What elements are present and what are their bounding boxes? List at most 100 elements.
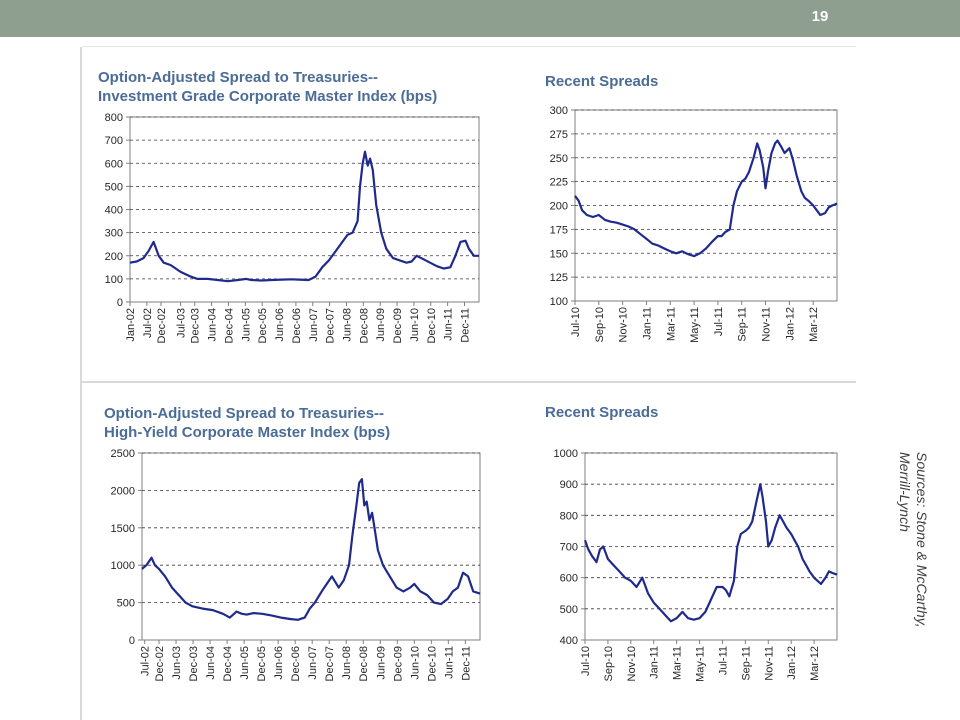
y-tick-label: 175 [550, 224, 568, 236]
x-tick-label: Jun-07 [308, 308, 320, 342]
hy-title-line: Option-Adjusted Spread to Treasuries-- [104, 405, 385, 422]
x-tick-label: Dec-05 [256, 646, 268, 681]
x-tick-label: Dec-06 [290, 646, 302, 681]
x-tick-label: Dec-09 [392, 308, 404, 343]
x-tick-label: Jun-08 [341, 646, 353, 680]
x-tick-label: May-11 [695, 646, 707, 682]
plot-area [141, 452, 481, 641]
title-bar [0, 0, 960, 37]
x-tick-label: Jun-09 [375, 308, 387, 342]
series-line [129, 150, 479, 283]
y-tick-label: 900 [560, 479, 578, 491]
x-tick-label: Jun-10 [409, 646, 421, 680]
x-tick-label: Jan-02 [125, 308, 137, 342]
y-tick-label: 150 [550, 248, 568, 260]
y-tick-label: 250 [550, 153, 568, 165]
x-tick-label: Jul-02 [140, 646, 152, 676]
y-tick-label: 700 [560, 542, 578, 554]
y-tick-label: 1500 [111, 523, 135, 535]
x-tick-label: Jun-10 [409, 308, 421, 342]
y-tick-label: 1000 [111, 560, 135, 572]
x-tick-label: Jun-06 [273, 646, 285, 680]
recent-ig-chart-title: Recent Spreads [545, 72, 658, 91]
y-tick-label: 500 [105, 181, 123, 193]
y-tick-label: 600 [105, 158, 123, 170]
x-tick-label: Dec-08 [358, 308, 370, 343]
x-tick-label: Dec-06 [291, 308, 303, 343]
x-tick-label: Jan-12 [786, 646, 798, 680]
x-tick-label: Jun-04 [205, 646, 217, 680]
ig-subtitle-line: Investment Grade Corporate Master Index … [98, 88, 438, 105]
ig-title-line: Option-Adjusted Spread to Treasuries-- [98, 69, 379, 86]
series-line [574, 139, 838, 258]
x-tick-label: Jun-11 [443, 646, 455, 679]
y-tick-label: 1000 [554, 448, 578, 460]
y-tick-label: 2500 [111, 448, 135, 460]
x-tick-label: Sep-11 [740, 646, 752, 681]
y-tick-label: 600 [560, 573, 578, 585]
x-tick-label: Jan-11 [649, 646, 661, 679]
x-tick-label: Dec-08 [358, 646, 370, 681]
x-tick-label: Jul-10 [570, 307, 582, 337]
x-tick-label: Jul-03 [176, 308, 188, 338]
x-tick-label: Dec-11 [460, 646, 472, 681]
x-tick-label: Dec-03 [190, 308, 202, 343]
x-tick-label: Dec-02 [156, 308, 168, 343]
y-tick-label: 500 [117, 598, 135, 610]
x-tick-label: Jul-11 [713, 307, 725, 336]
hy-subtitle-line: High-Yield Corporate Master Index (bps) [104, 424, 391, 441]
recent-hy-title-line: Recent Spreads [545, 404, 659, 421]
x-tick-label: Jul-10 [580, 646, 592, 676]
hy-chart-title: Option-Adjusted Spread to Treasuries-- H… [104, 404, 390, 442]
y-tick-label: 700 [105, 135, 123, 147]
recent-ig-spreads-chart: 100 125 150 175 200 225 250 275 300 Jul-10 Sep-10 N… [550, 105, 838, 343]
x-tick-label: Mar-12 [809, 646, 821, 681]
x-tick-label: Dec-07 [325, 308, 337, 343]
x-tick-label: Dec-11 [460, 308, 472, 343]
x-tick-label: Jun-03 [171, 646, 183, 680]
slide-number: 19 [811, 8, 829, 25]
x-tick-label: Dec-02 [154, 646, 166, 681]
x-tick-label: Jun-05 [240, 308, 252, 342]
x-tick-label: Jun-05 [239, 646, 251, 680]
hy-oas-chart: 0 500 1000 1500 2000 2500 Jul-02 Dec-02 Jun-03 De… [111, 448, 481, 681]
y-tick-label: 100 [550, 296, 568, 308]
x-tick-label: Mar-12 [808, 307, 820, 342]
series-line [583, 483, 838, 623]
y-tick-label: 125 [550, 272, 568, 284]
x-tick-label: Nov-10 [626, 646, 638, 681]
x-tick-label: Jun-09 [375, 646, 387, 680]
x-tick-label: Jun-11 [443, 308, 455, 341]
y-tick-label: 400 [105, 205, 123, 217]
x-tick-label: Jul-02 [142, 308, 154, 338]
x-tick-label: Jun-04 [207, 308, 219, 342]
x-tick-label: Sep-10 [594, 307, 606, 342]
recent-ig-title-line: Recent Spreads [545, 73, 659, 90]
y-tick-label: 200 [105, 251, 123, 263]
x-tick-label: Mar-11 [665, 307, 677, 341]
y-tick-label: 2000 [111, 485, 135, 497]
x-tick-label: Dec-09 [392, 646, 404, 681]
y-tick-label: 0 [129, 635, 135, 647]
x-tick-label: Jun-06 [274, 308, 286, 342]
y-tick-label: 800 [105, 112, 123, 124]
x-tick-label: Mar-11 [672, 646, 684, 680]
x-tick-label: Nov-10 [618, 307, 630, 342]
x-tick-label: Sep-10 [603, 646, 615, 681]
y-tick-label: 0 [117, 297, 123, 309]
y-tick-label: 200 [550, 201, 568, 213]
panel-left-divider [80, 47, 82, 720]
x-tick-label: Dec-05 [257, 308, 269, 343]
series-line [141, 478, 481, 621]
y-tick-label: 275 [550, 129, 568, 141]
x-tick-label: Jan-12 [784, 307, 796, 341]
x-tick-label: Jul-11 [717, 646, 729, 675]
ig-chart-title: Option-Adjusted Spread to Treasuries-- I… [98, 68, 437, 106]
x-tick-label: Jun-08 [341, 308, 353, 342]
x-tick-label: May-11 [689, 307, 701, 343]
x-tick-label: Sep-11 [737, 307, 749, 342]
x-tick-label: Dec-04 [223, 308, 235, 343]
x-tick-label: Dec-07 [324, 646, 336, 681]
y-tick-label: 500 [560, 604, 578, 616]
